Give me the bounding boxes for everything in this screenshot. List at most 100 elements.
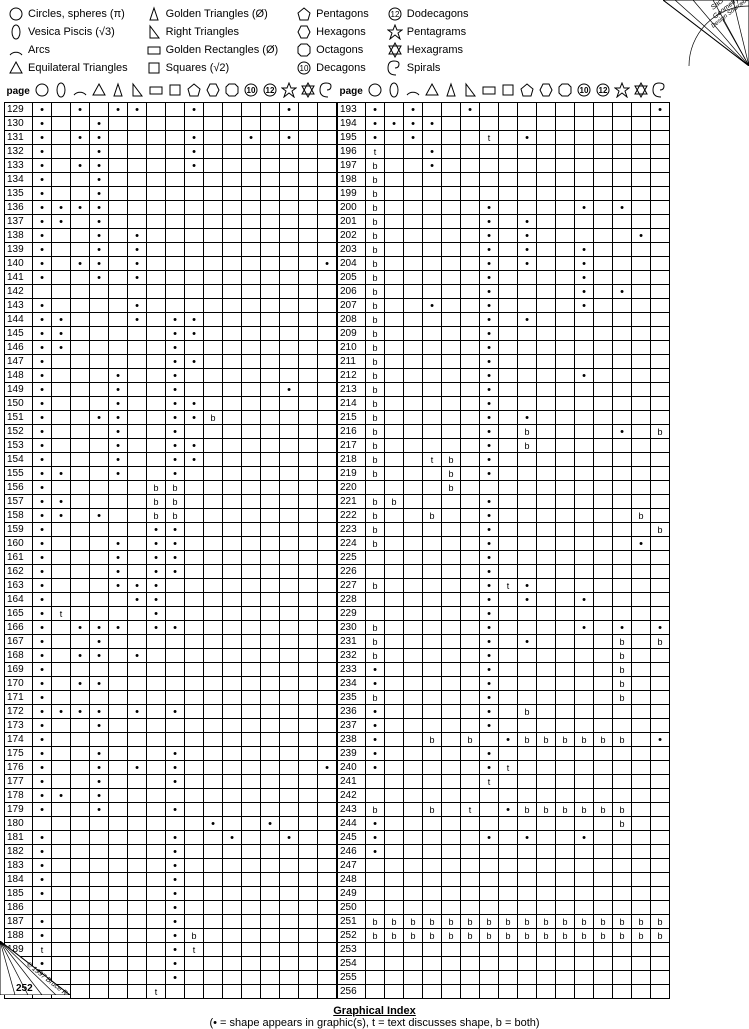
mark-empty	[166, 131, 185, 145]
mark-dot	[90, 243, 109, 257]
mark-dot	[480, 327, 499, 341]
mark-b: b	[651, 635, 670, 649]
mark-empty	[632, 551, 651, 565]
mark-dot	[90, 411, 109, 425]
mark-empty	[518, 957, 537, 971]
mark-empty	[594, 579, 613, 593]
mark-empty	[128, 383, 147, 397]
mark-empty	[366, 565, 385, 579]
table-row: 247	[338, 859, 670, 873]
mark-empty	[242, 103, 261, 117]
mark-empty	[223, 761, 242, 775]
mark-empty	[423, 467, 442, 481]
mark-empty	[632, 439, 651, 453]
mark-empty	[442, 733, 461, 747]
mark-empty	[223, 929, 242, 943]
mark-empty	[261, 299, 280, 313]
table-row: 162	[5, 565, 337, 579]
table-row: 160	[5, 537, 337, 551]
mark-empty	[280, 243, 299, 257]
mark-empty	[423, 691, 442, 705]
table-row: 136	[5, 201, 337, 215]
mark-empty	[280, 495, 299, 509]
svg-text:10: 10	[247, 86, 256, 95]
mark-empty	[261, 915, 280, 929]
mark-empty	[613, 131, 632, 145]
page-number-cell: 253	[338, 943, 366, 957]
mark-dot	[480, 341, 499, 355]
table-row: 169	[5, 663, 337, 677]
mark-empty	[575, 817, 594, 831]
mark-empty	[318, 495, 337, 509]
mark-empty	[261, 313, 280, 327]
mark-empty	[651, 369, 670, 383]
mark-empty	[204, 425, 223, 439]
mark-empty	[109, 187, 128, 201]
mark-empty	[499, 159, 518, 173]
mark-empty	[404, 663, 423, 677]
mark-b: b	[442, 915, 461, 929]
mark-empty	[423, 845, 442, 859]
mark-empty	[71, 957, 90, 971]
table-row: 203b	[338, 243, 670, 257]
mark-empty	[261, 481, 280, 495]
mark-empty	[109, 313, 128, 327]
mark-empty	[499, 117, 518, 131]
mark-empty	[632, 131, 651, 145]
mark-empty	[613, 845, 632, 859]
mark-empty	[242, 607, 261, 621]
legend-label-pentagram: Pentagrams	[407, 26, 466, 38]
mark-empty	[147, 257, 166, 271]
mark-empty	[90, 467, 109, 481]
mark-b: b	[575, 915, 594, 929]
mark-empty	[318, 677, 337, 691]
mark-empty	[556, 341, 575, 355]
mark-empty	[204, 663, 223, 677]
mark-empty	[242, 145, 261, 159]
mark-empty	[128, 691, 147, 705]
mark-empty	[261, 509, 280, 523]
mark-empty	[594, 887, 613, 901]
mark-b: b	[518, 803, 537, 817]
mark-dot	[33, 173, 52, 187]
mark-empty	[299, 929, 318, 943]
mark-b: b	[366, 271, 385, 285]
mark-empty	[613, 453, 632, 467]
mark-dot	[480, 243, 499, 257]
mark-empty	[385, 453, 404, 467]
mark-empty	[261, 397, 280, 411]
mark-empty	[52, 439, 71, 453]
mark-dot	[109, 537, 128, 551]
mark-empty	[147, 929, 166, 943]
mark-empty	[632, 803, 651, 817]
mark-empty	[280, 327, 299, 341]
mark-empty	[575, 467, 594, 481]
page-number-cell: 187	[5, 915, 33, 929]
mark-t: t	[185, 943, 204, 957]
mark-empty	[537, 747, 556, 761]
mark-empty	[280, 537, 299, 551]
mark-t: t	[52, 607, 71, 621]
page-number-cell: 193	[338, 103, 366, 117]
mark-empty	[651, 145, 670, 159]
mark-b: b	[366, 425, 385, 439]
mark-dot	[480, 439, 499, 453]
page-number-cell: 142	[5, 285, 33, 299]
mark-dot	[480, 495, 499, 509]
mark-dot	[90, 775, 109, 789]
mark-empty	[461, 565, 480, 579]
mark-empty	[242, 733, 261, 747]
page-number-cell: 154	[5, 453, 33, 467]
mark-empty	[223, 215, 242, 229]
mark-empty	[537, 551, 556, 565]
mark-b: b	[366, 495, 385, 509]
mark-empty	[204, 789, 223, 803]
mark-empty	[90, 313, 109, 327]
mark-empty	[318, 509, 337, 523]
mark-empty	[223, 341, 242, 355]
mark-b: b	[185, 929, 204, 943]
table-row: 176	[5, 761, 337, 775]
mark-empty	[423, 901, 442, 915]
page-number-cell: 211	[338, 355, 366, 369]
mark-empty	[537, 537, 556, 551]
